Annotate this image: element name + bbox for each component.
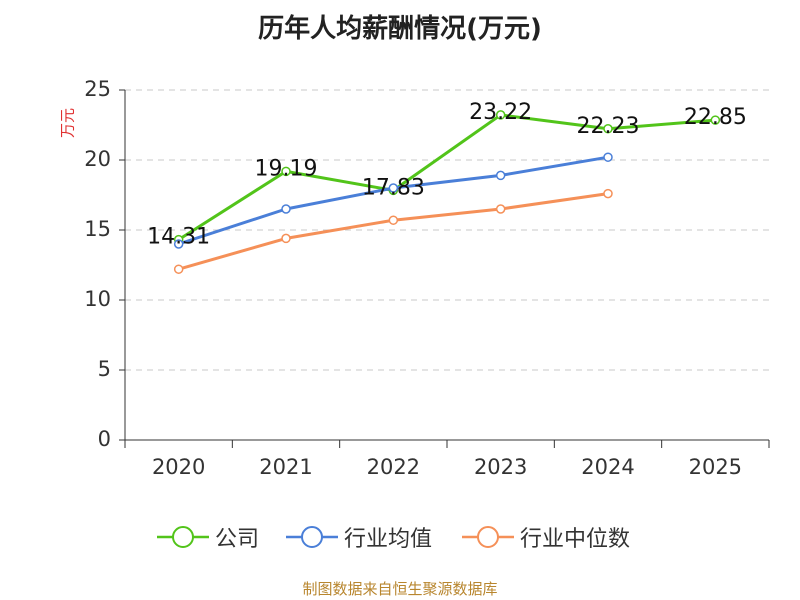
data-point[interactable] [603, 188, 613, 199]
data-point[interactable] [495, 170, 506, 181]
y-axis-label: 万元 [59, 108, 77, 138]
data-point[interactable] [281, 233, 291, 244]
x-tick-label: 2024 [581, 455, 634, 479]
y-tick-label: 20 [84, 147, 111, 171]
series-lines [173, 110, 721, 274]
gridlines [125, 89, 769, 371]
data-label: 22.23 [577, 114, 640, 139]
data-source-note: 制图数据来自恒生聚源数据库 [302, 580, 498, 598]
data-point[interactable] [495, 204, 506, 214]
x-tick-label: 2025 [689, 455, 742, 479]
data-label: 14.31 [147, 225, 210, 250]
legend-circle [477, 526, 499, 548]
legend-label: 行业中位数 [520, 527, 631, 552]
data-point[interactable] [710, 115, 721, 125]
legend-label: 行业均值 [344, 527, 433, 552]
chart-title: 历年人均薪酬情况(万元) [258, 14, 542, 44]
legend-item-industry-mean[interactable]: 行业均值 [286, 521, 432, 553]
x-tick-label: 2022 [367, 455, 420, 479]
series-line [178, 155, 609, 246]
series-line [177, 113, 716, 241]
data-point[interactable] [388, 183, 399, 193]
data-point[interactable] [281, 166, 291, 177]
legend-item-industry-median[interactable]: 行业中位数 [462, 521, 630, 553]
data-label: 17.83 [362, 175, 425, 200]
x-tick-label: 2021 [259, 455, 312, 479]
data-point[interactable] [495, 110, 506, 120]
y-tick-label: 15 [84, 217, 111, 241]
data-label: 22.85 [684, 105, 747, 130]
legend-marker [157, 526, 209, 548]
legend-label: 公司 [215, 527, 260, 552]
legend-marker [286, 526, 338, 548]
legend: 公司 行业均值 行业中位数 [0, 521, 800, 553]
data-point[interactable] [173, 264, 184, 274]
data-point[interactable] [603, 152, 613, 162]
data-point[interactable] [173, 239, 184, 249]
data-point[interactable] [388, 215, 399, 225]
y-tick-label: 10 [84, 287, 111, 311]
y-tick-label: 25 [84, 77, 111, 101]
legend-item-company[interactable]: 公司 [157, 521, 259, 553]
x-tick-label: 2023 [474, 455, 527, 479]
x-tick-label: 2020 [152, 455, 205, 479]
legend-circle [172, 526, 194, 548]
legend-marker [462, 526, 514, 548]
y-tick-label: 5 [98, 357, 111, 381]
data-label: 23.22 [469, 100, 532, 125]
series-line [178, 192, 609, 271]
data-point[interactable] [281, 204, 291, 214]
data-label: 19.19 [255, 156, 318, 181]
y-tick-label: 0 [98, 427, 111, 451]
data-point[interactable] [603, 124, 613, 134]
legend-circle [301, 526, 323, 548]
data-labels: 14.31 19.19 17.83 23.22 22.23 22.85 [147, 100, 747, 250]
